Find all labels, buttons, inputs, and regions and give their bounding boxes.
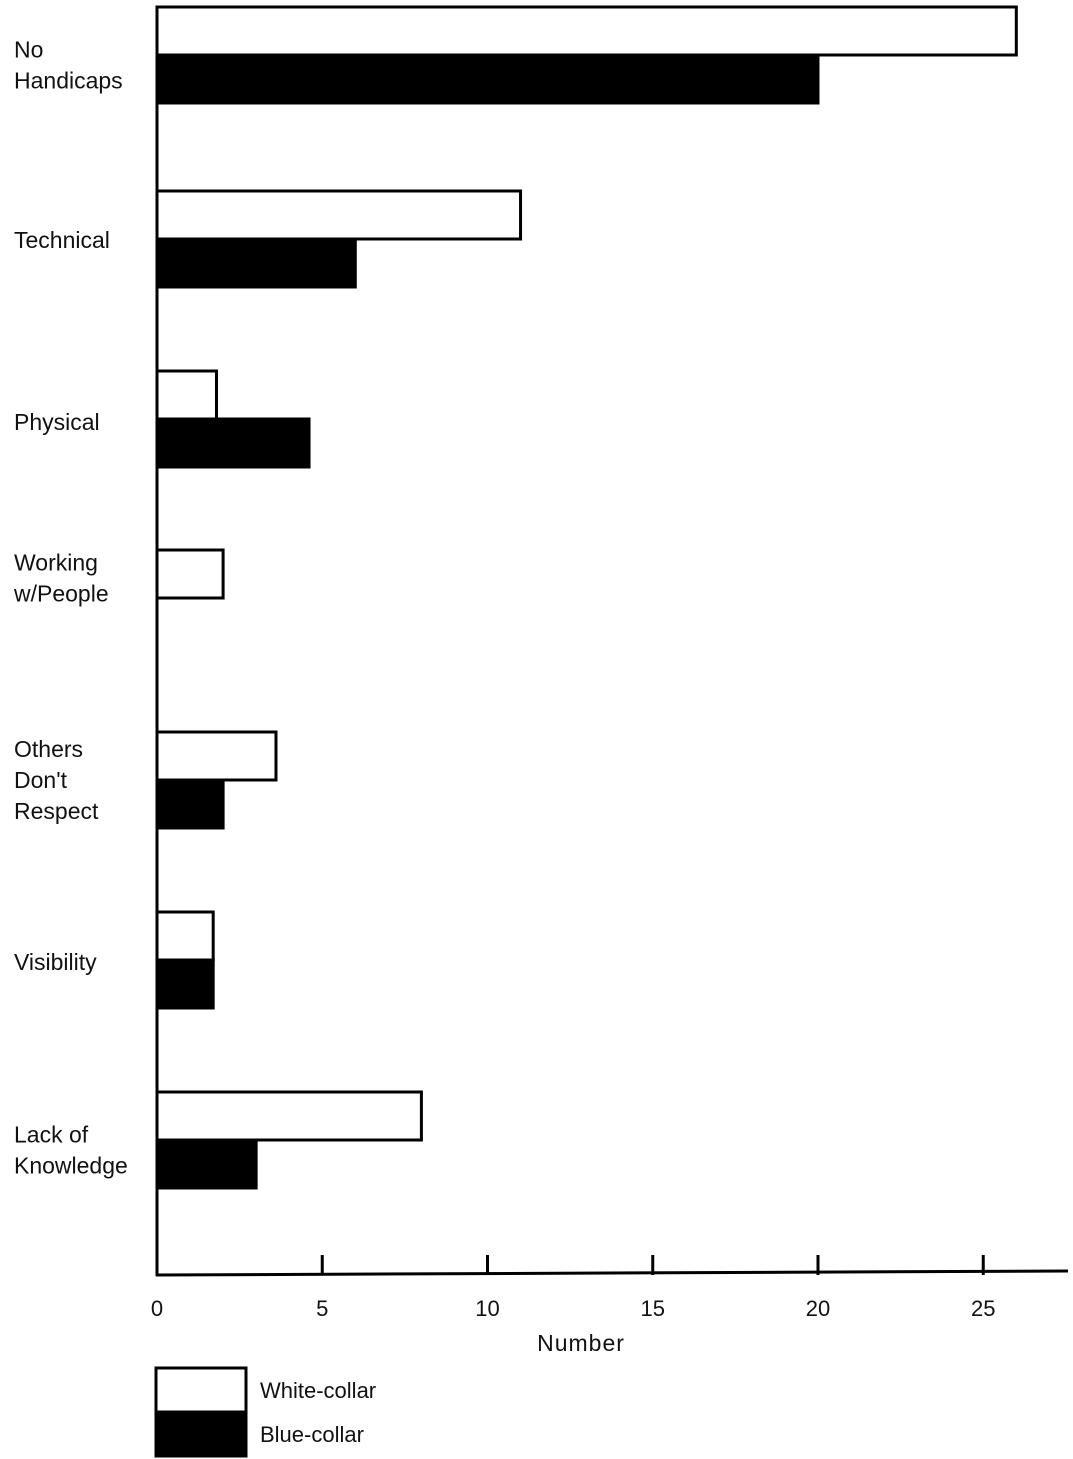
bar-blue-collar-6 (155, 1138, 258, 1190)
category-label: Technical (14, 227, 110, 253)
category-label: Don't (14, 767, 68, 793)
category-label: Physical (14, 409, 100, 435)
category-label: No (14, 37, 43, 63)
category-label: Visibility (14, 949, 97, 975)
x-axis-line (155, 1269, 1069, 1277)
category-label: Lack of (14, 1122, 89, 1148)
category-label: w/People (13, 581, 109, 607)
category-label: Knowledge (14, 1153, 128, 1179)
x-tick-label: 20 (806, 1296, 830, 1321)
bar-white-collar-5 (155, 910, 215, 962)
x-tick-label: 0 (151, 1296, 163, 1321)
legend: White-collar Blue-collar (154, 1366, 376, 1458)
x-tick-label: 15 (641, 1296, 665, 1321)
x-tick-label: 25 (971, 1296, 995, 1321)
bars-layer (155, 5, 1018, 1190)
bar-white-collar-6 (155, 1090, 423, 1142)
category-label: Respect (14, 798, 99, 824)
x-ticks: 0 5 10 15 20 25 (151, 1255, 995, 1321)
axes-layer (155, 8, 1069, 1277)
legend-label-white-collar: White-collar (260, 1378, 376, 1403)
bar-blue-collar-0 (155, 53, 820, 105)
category-label: Others (14, 736, 83, 762)
bar-blue-collar-5 (155, 958, 215, 1010)
bar-white-collar-4 (155, 730, 278, 782)
bar-white-collar-3 (155, 548, 225, 600)
legend-swatch-white-collar (154, 1366, 248, 1414)
bar-blue-collar-1 (155, 237, 357, 289)
category-labels: No Handicaps Technical Physical Working w/Peo… (13, 37, 128, 1179)
bar-white-collar-1 (155, 189, 523, 241)
x-axis-title: Number (537, 1330, 625, 1356)
bar-blue-collar-2 (155, 417, 311, 469)
bar-blue-collar-4 (155, 778, 225, 830)
legend-swatch-blue-collar (154, 1410, 248, 1458)
bar-white-collar-2 (155, 369, 218, 421)
x-tick-label: 5 (316, 1296, 328, 1321)
category-label: Handicaps (14, 68, 123, 94)
bar-white-collar-0 (155, 5, 1018, 57)
legend-label-blue-collar: Blue-collar (260, 1422, 364, 1447)
x-tick-label: 10 (475, 1296, 499, 1321)
category-label: Working (14, 550, 98, 576)
